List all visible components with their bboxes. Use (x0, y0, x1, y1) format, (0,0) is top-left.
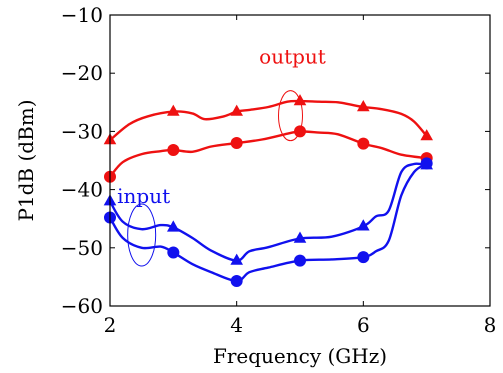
y-tick-label: −50 (61, 236, 103, 260)
input-circle-point (231, 275, 243, 287)
output-circle-series-line (110, 131, 427, 176)
output-triangle-series-line (110, 101, 427, 140)
input-circle-series-line (110, 163, 427, 281)
x-tick-label: 6 (357, 313, 370, 337)
input-ellipse (128, 204, 156, 266)
output-annotation-label: output (259, 45, 326, 69)
y-axis-title: P1dB (dBm) (14, 99, 38, 221)
output-circle-point (357, 138, 369, 150)
output-circle-point (167, 144, 179, 156)
input-annotation-label: input (117, 184, 170, 208)
y-tick-label: −30 (61, 119, 103, 143)
x-tick-label: 8 (484, 313, 497, 337)
y-tick-label: −20 (61, 61, 103, 85)
input-circle-point (421, 157, 433, 169)
input-circle-point (167, 246, 179, 258)
input-circle-point (357, 251, 369, 263)
y-tick-label: −60 (61, 294, 103, 318)
x-tick-label: 4 (230, 313, 243, 337)
x-axis-title: Frequency (GHz) (213, 344, 387, 368)
annotation-layer: output input (117, 45, 326, 266)
x-tick-label: 2 (104, 313, 117, 337)
output-triangle-point (167, 105, 180, 116)
input-circle-point (294, 255, 306, 267)
y-tick-label: −40 (61, 178, 103, 202)
y-tick-label: −10 (61, 3, 103, 27)
output-circle-point (231, 137, 243, 149)
